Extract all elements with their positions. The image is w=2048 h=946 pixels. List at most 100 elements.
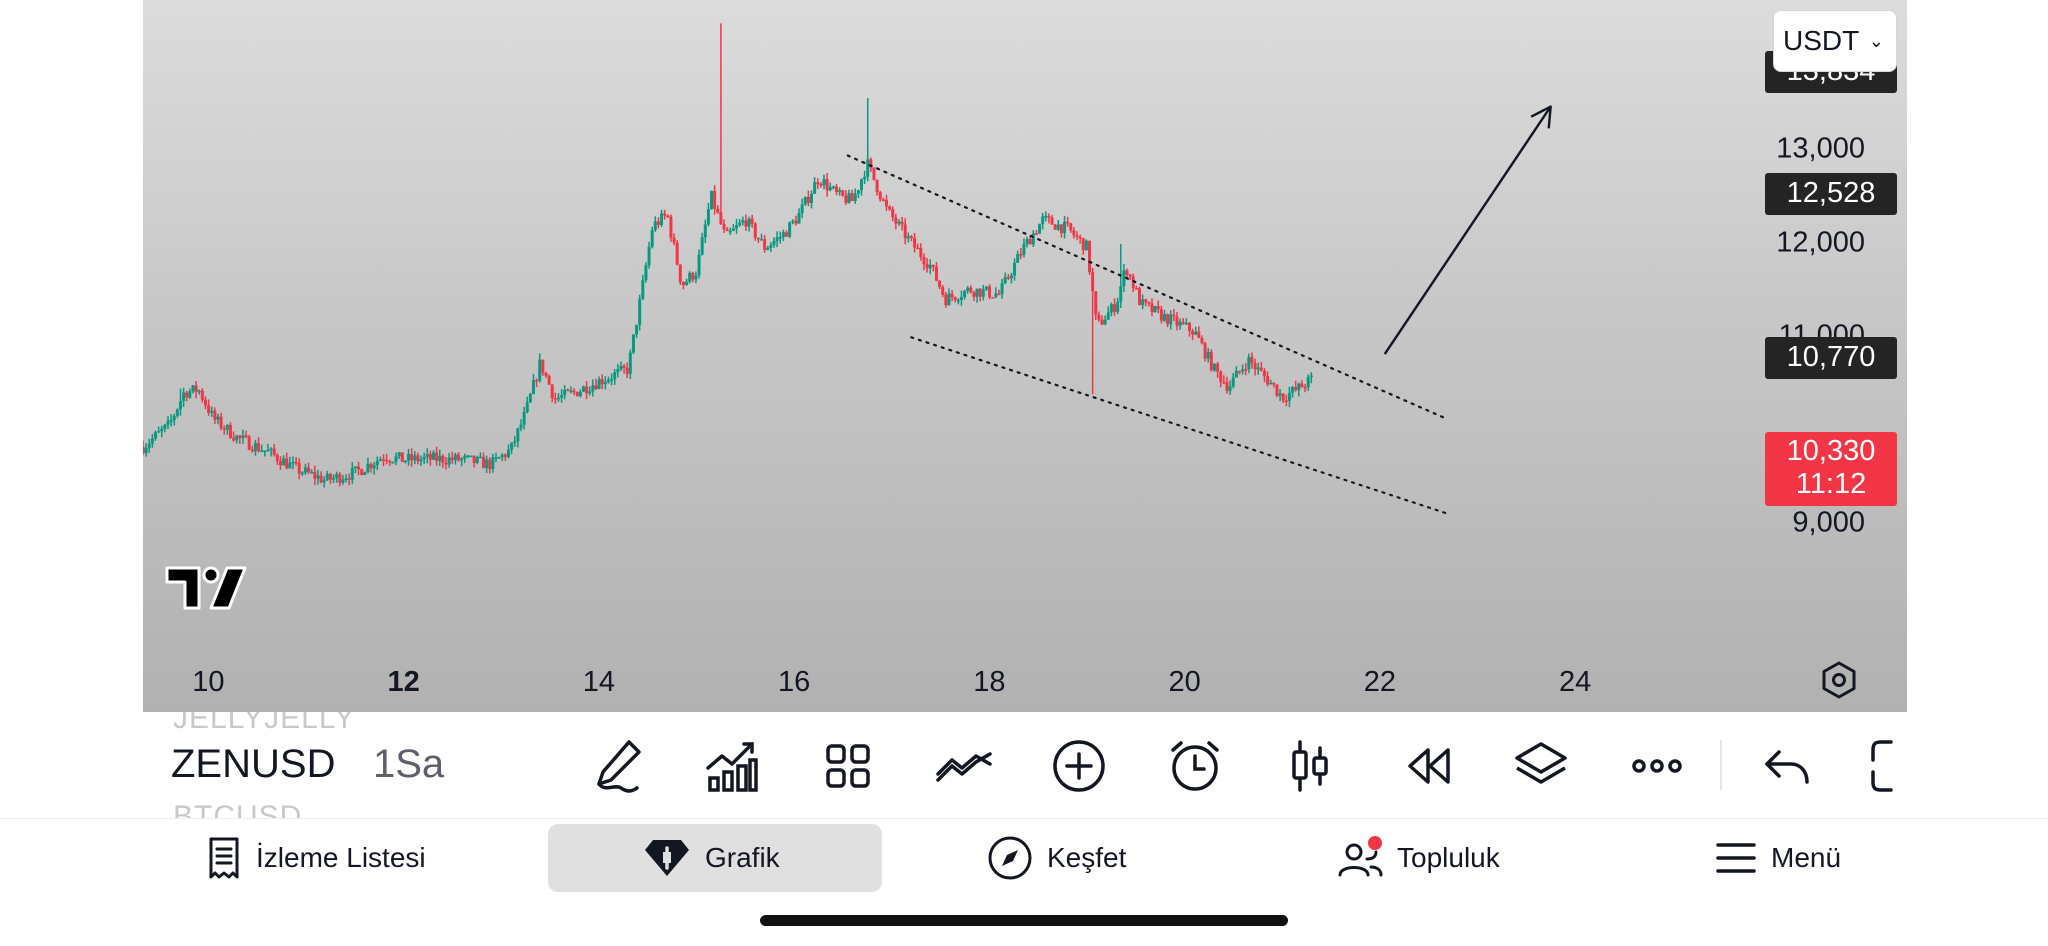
time-axis-label: 16 — [777, 666, 811, 698]
candle — [972, 290, 976, 301]
nav-watchlist[interactable]: İzleme Listesi — [206, 824, 426, 892]
candle — [1237, 370, 1241, 375]
candle — [147, 438, 151, 453]
candle — [535, 378, 539, 387]
candle — [416, 452, 420, 465]
symbol-button[interactable]: ZENUSD — [171, 742, 336, 786]
candle — [1056, 219, 1060, 231]
candle — [688, 271, 692, 284]
candle — [1053, 223, 1057, 230]
arrow-drawing[interactable] — [1383, 105, 1552, 355]
nav-menu[interactable]: Menü — [1715, 824, 1841, 892]
add-button[interactable] — [1047, 734, 1111, 798]
nav-community[interactable]: Topluluk — [1337, 824, 1500, 892]
price-line-label: 10,770 — [1765, 336, 1897, 379]
symbol-list-next[interactable]: BTCUSD — [173, 800, 303, 818]
price-chart[interactable] — [143, 0, 1907, 712]
candle — [978, 288, 982, 302]
alert-button[interactable] — [1163, 734, 1227, 798]
candle — [319, 471, 323, 484]
candle — [222, 425, 226, 435]
candle — [494, 452, 498, 463]
candle — [606, 376, 610, 384]
pen-icon — [597, 740, 641, 793]
candle — [1050, 214, 1054, 225]
candle — [722, 219, 726, 233]
trendline-drawing[interactable] — [910, 336, 1450, 515]
layouts-button[interactable] — [816, 734, 880, 798]
rewind-icon — [1408, 748, 1450, 784]
axis-settings-icon[interactable] — [1819, 660, 1859, 705]
bar-countdown: 11:12 — [1795, 468, 1867, 500]
candle — [1184, 318, 1188, 326]
candle — [297, 458, 301, 480]
candle — [332, 474, 336, 483]
drawing-tool-button[interactable] — [585, 734, 649, 798]
nav-menu-label: Menü — [1771, 842, 1842, 873]
candle — [253, 439, 257, 456]
candle — [819, 182, 823, 188]
indicators-button[interactable] — [700, 734, 764, 798]
candle — [731, 223, 735, 232]
candle — [947, 288, 951, 306]
candle — [203, 396, 207, 410]
candle — [391, 461, 395, 464]
candle — [866, 98, 870, 182]
candle — [1091, 267, 1095, 395]
object-tree-button[interactable] — [1509, 734, 1573, 798]
candle — [1103, 315, 1107, 326]
candle — [997, 289, 1001, 296]
candle — [794, 215, 798, 226]
candle — [307, 462, 311, 475]
candle — [385, 453, 389, 465]
candle — [725, 227, 729, 232]
candle — [1275, 384, 1279, 397]
candle — [228, 422, 232, 439]
fullscreen-icon — [1871, 740, 1893, 792]
candle — [1153, 305, 1157, 313]
symbol-list-previous[interactable]: JELLYJELLY — [173, 712, 356, 735]
candle — [772, 237, 776, 248]
replay-button[interactable] — [1394, 734, 1458, 798]
candle — [1250, 352, 1254, 369]
candle — [1059, 224, 1063, 238]
time-axis-label: 10 — [192, 666, 225, 698]
candle — [1203, 341, 1207, 362]
candle — [763, 235, 767, 253]
candle — [525, 396, 529, 414]
candle — [378, 456, 382, 462]
candle — [250, 445, 254, 453]
interval-button[interactable]: 1Sa — [373, 742, 445, 786]
candle — [719, 23, 723, 225]
candle — [1031, 230, 1035, 247]
trendline-drawing[interactable] — [846, 154, 1450, 421]
candle — [822, 174, 826, 190]
candle — [1284, 394, 1288, 407]
candle — [450, 451, 454, 464]
more-button[interactable] — [1625, 734, 1689, 798]
candle — [544, 371, 548, 378]
candle — [163, 423, 167, 433]
candle — [425, 448, 429, 464]
candle — [956, 298, 960, 305]
chart-type-button[interactable] — [1278, 734, 1342, 798]
currency-select[interactable]: USDT ⌄ — [1773, 10, 1897, 72]
nav-chart[interactable]: Grafik — [643, 824, 780, 892]
price-line-label: 12,528 — [1765, 172, 1897, 215]
compare-button[interactable] — [932, 734, 996, 798]
undo-button[interactable] — [1755, 734, 1819, 798]
candle — [400, 452, 404, 462]
candle — [1013, 258, 1017, 281]
candle — [1069, 222, 1073, 233]
fullscreen-button[interactable] — [1865, 734, 1907, 798]
candle — [347, 473, 351, 486]
notification-dot — [1368, 836, 1382, 850]
candle — [272, 444, 276, 457]
nav-explore[interactable]: Keşfet — [987, 824, 1126, 892]
chevron-down-icon: ⌄ — [1868, 31, 1884, 51]
candle — [144, 443, 148, 457]
candle — [435, 446, 439, 466]
candle — [1034, 230, 1038, 235]
candle — [591, 379, 595, 397]
